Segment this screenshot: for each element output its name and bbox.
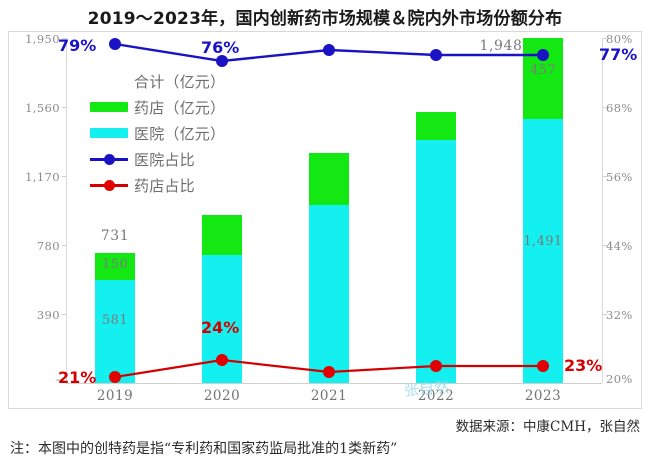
- y-axis-right-tickmark: [603, 245, 607, 246]
- page-title: 2019～2023年，国内创新药市场规模＆院内外市场份额分布: [87, 9, 563, 29]
- hospital-share-label-2019: 79%: [58, 36, 97, 55]
- right-axis-line: [602, 38, 603, 383]
- y-axis-left-tickmark: [62, 245, 66, 246]
- legend-label-store-share: 药店占比: [134, 176, 195, 195]
- legend: 合计（亿元） 药店（亿元） 医院（亿元） 医院占比: [88, 68, 225, 198]
- legend-item-hospital[interactable]: 医院（亿元）: [88, 120, 225, 146]
- y-axis-right-tick: 44%: [606, 239, 633, 253]
- y-axis-right-tick: 56%: [606, 170, 633, 184]
- store-share-label-2023: 23%: [564, 356, 603, 375]
- hospital-share-label-2023: 77%: [599, 45, 638, 64]
- y-axis-left-tickmark: [62, 314, 66, 315]
- store-share-label-2019: 21%: [58, 368, 97, 387]
- legend-key-hospital-share: [88, 146, 130, 172]
- bar-store-2019: [95, 253, 135, 280]
- bar-hospital-2023: [523, 119, 563, 383]
- green-swatch-icon: [90, 102, 128, 112]
- data-source-text: 数据来源：中康CMH，张自然: [455, 419, 640, 435]
- bar-store-value-2023: 457: [529, 63, 556, 78]
- y-axis-left-tick: 1,950: [25, 32, 60, 46]
- legend-key-total: [88, 68, 130, 94]
- red-dot-icon: [104, 180, 115, 191]
- bar-store-2021: [309, 153, 349, 205]
- x-axis-tick-2019: 2019: [96, 388, 134, 404]
- x-axis-tick-2020: 2020: [203, 388, 241, 404]
- y-axis-right-tickmark: [603, 107, 607, 108]
- left-axis-line: [66, 38, 67, 383]
- y-axis-right-tick: 32%: [606, 308, 633, 322]
- y-axis-left-tick: -: [55, 372, 60, 386]
- y-axis-right-tick: 20%: [606, 372, 633, 386]
- bar-hospital-2019: [95, 280, 135, 383]
- bar-hospital-value-2023: 1,491: [523, 234, 563, 249]
- legend-key-store: [88, 94, 130, 120]
- hospital-share-label-2020: 76%: [201, 38, 240, 57]
- y-axis-left-tickmark: [62, 176, 66, 177]
- legend-label-total: 合计（亿元）: [134, 72, 226, 91]
- y-axis-left-tickmark: [62, 38, 66, 39]
- legend-item-store-share[interactable]: 药店占比: [88, 172, 225, 198]
- y-axis-right-tickmark: [603, 176, 607, 177]
- legend-key-store-share: [88, 172, 130, 198]
- x-axis-tick-2023: 2023: [524, 388, 562, 404]
- y-axis-left-tick: 780: [36, 239, 60, 253]
- y-axis-left-tick: 390: [36, 308, 60, 322]
- bar-hospital-2022: [416, 140, 456, 383]
- y-axis-left-tick: 1,170: [25, 170, 60, 184]
- bar-total-label-2023: 1,948: [479, 38, 523, 54]
- legend-item-hospital-share[interactable]: 医院占比: [88, 146, 225, 172]
- legend-item-store[interactable]: 药店（亿元）: [88, 94, 225, 120]
- y-axis-right-tick: 68%: [606, 101, 633, 115]
- legend-label-hospital: 医院（亿元）: [134, 124, 226, 143]
- x-axis-tick-2021: 2021: [310, 388, 348, 404]
- cyan-swatch-icon: [90, 128, 128, 138]
- y-axis-right-tickmark: [603, 38, 607, 39]
- bar-store-value-2019: 150: [101, 257, 128, 272]
- store-share-label-2020: 24%: [201, 318, 240, 337]
- bar-total-label-2019: 731: [100, 228, 130, 244]
- y-axis-left-tick: 1,560: [25, 101, 60, 115]
- bar-hospital-2021: [309, 205, 349, 383]
- bar-store-2020: [202, 215, 242, 255]
- watermark: 张自然: [403, 378, 450, 400]
- x-axis-baseline: [66, 383, 602, 384]
- y-axis-right-tickmark: [603, 314, 607, 315]
- y-axis-left-tickmark: [62, 107, 66, 108]
- legend-label-store: 药店（亿元）: [134, 98, 226, 117]
- blue-dot-icon: [104, 154, 115, 165]
- legend-item-total[interactable]: 合计（亿元）: [88, 68, 225, 94]
- legend-key-hospital: [88, 120, 130, 146]
- bar-store-2022: [416, 112, 456, 140]
- y-axis-right-tick: 80%: [606, 32, 633, 46]
- legend-label-hospital-share: 医院占比: [134, 150, 195, 169]
- bar-hospital-value-2019: 581: [101, 313, 128, 328]
- x-axis-tick-2022: 2022: [417, 388, 455, 404]
- footnote-text: 注：本图中的创特药是指“专利药和国家药监局批准的1类新药”: [10, 441, 398, 457]
